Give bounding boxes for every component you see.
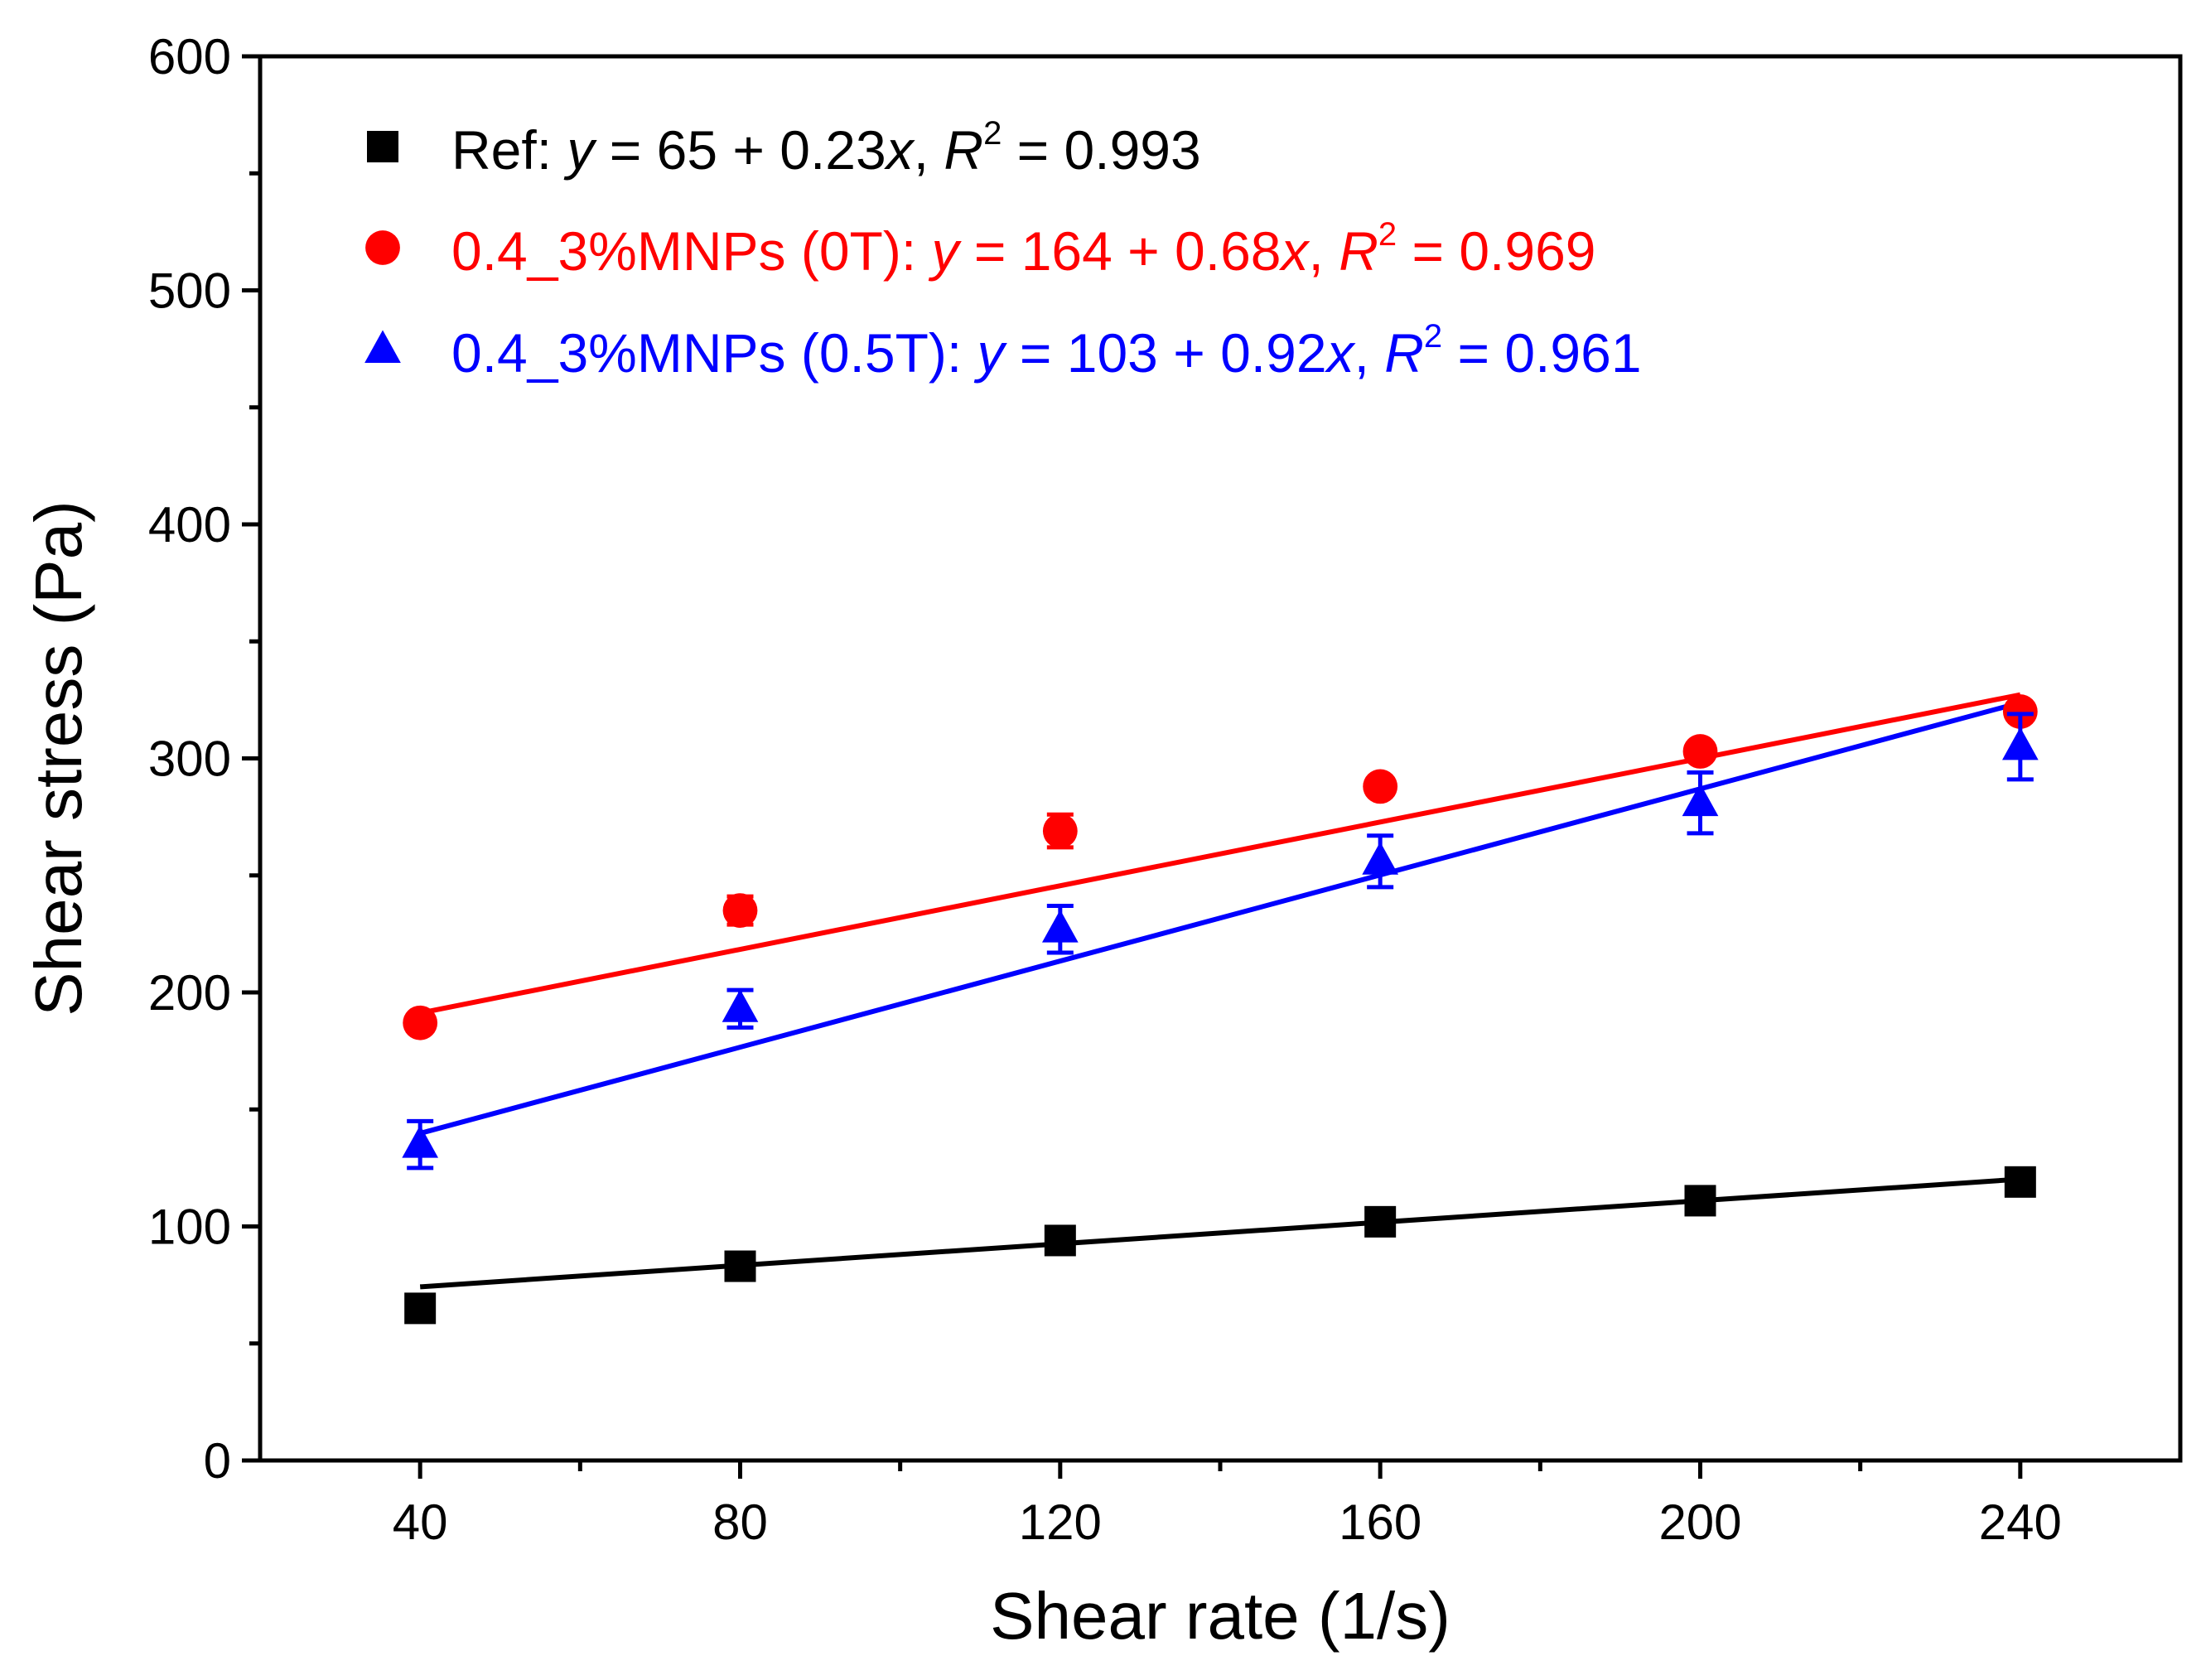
x-tick-label: 80 [712, 1494, 768, 1550]
square-marker [1044, 1224, 1076, 1257]
legend-r-value: = 0.969 [1397, 220, 1595, 282]
y-tick-label: 600 [148, 29, 231, 84]
legend-label: Ref: [451, 119, 567, 181]
legend: Ref: y = 65 + 0.23x, R2 = 0.9930.4_3%MNP… [364, 115, 1642, 384]
x-tick-label: 200 [1658, 1494, 1741, 1550]
y-axis-title: Shear stress (Pa) [22, 500, 95, 1016]
legend-eq-y: y [563, 119, 597, 181]
legend-eq-comma: , [1309, 220, 1339, 282]
circle-marker [365, 230, 400, 265]
circle-marker [1682, 734, 1718, 769]
triangle-marker [1682, 783, 1719, 817]
circle-marker [1042, 813, 1078, 848]
legend-r-sup: 2 [983, 115, 1002, 152]
y-tick-label: 0 [204, 1433, 231, 1489]
x-tick-label: 160 [1339, 1494, 1421, 1550]
square-marker [367, 131, 398, 162]
circle-marker [2002, 694, 2038, 729]
legend-label: 0.4_3%MNPs (0T): [451, 220, 932, 282]
y-tick-label: 100 [148, 1200, 231, 1255]
fit-line [419, 1176, 2021, 1290]
legend-r: R [1384, 322, 1424, 384]
triangle-marker [2001, 727, 2039, 760]
legend-r-value: = 0.961 [1442, 322, 1641, 384]
square-marker [724, 1250, 756, 1282]
legend-eq-x: x [1325, 322, 1356, 384]
x-axis-title: Shear rate (1/s) [990, 1579, 1450, 1653]
legend-r-sup: 2 [1424, 318, 1442, 355]
fit-line [419, 692, 2021, 1016]
legend-eq-mid: = 65 + 0.23 [594, 119, 886, 181]
axes: 40 80 120 160 200 240 0 100 200 300 400 500 600 [148, 29, 2183, 1550]
square-marker [1364, 1205, 1397, 1238]
triangle-marker [1041, 910, 1079, 943]
square-marker [404, 1292, 437, 1325]
y-tick-label: 300 [148, 731, 231, 787]
legend-eq-y: y [974, 322, 1008, 384]
circle-marker [1363, 769, 1398, 804]
legend-entry: 0.4_3%MNPs (0T): y = 164 + 0.68x, R2 = 0… [451, 216, 1596, 282]
x-tick-label: 240 [1979, 1494, 2062, 1550]
triangle-marker [1362, 842, 1399, 875]
legend-eq-comma: , [1354, 322, 1385, 384]
legend-eq-x: x [1279, 220, 1310, 282]
legend-r: R [944, 119, 983, 181]
legend-r-value: = 0.993 [1002, 119, 1200, 181]
data-points [402, 694, 2039, 1325]
legend-eq-x: x [884, 119, 915, 181]
triangle-marker [364, 330, 401, 363]
y-tick-label: 200 [148, 965, 231, 1021]
fit-line [419, 700, 2021, 1136]
legend-eq-y: y [929, 220, 963, 282]
triangle-marker [722, 989, 759, 1022]
legend-r-sup: 2 [1378, 216, 1397, 253]
legend-eq-mid: = 164 + 0.68 [959, 220, 1282, 282]
legend-r: R [1339, 220, 1378, 282]
square-marker [1684, 1185, 1716, 1217]
y-tick-label: 400 [148, 497, 231, 553]
fit-lines [419, 692, 2021, 1290]
x-tick-label: 40 [393, 1494, 448, 1550]
legend-entry: 0.4_3%MNPs (0.5T): y = 103 + 0.92x, R2 =… [451, 318, 1642, 384]
y-tick-label: 500 [148, 263, 231, 319]
triangle-marker [402, 1125, 439, 1158]
legend-eq-mid: = 103 + 0.92 [1005, 322, 1327, 384]
legend-label: 0.4_3%MNPs (0.5T): [451, 322, 977, 384]
circle-marker [722, 893, 758, 929]
circle-marker [403, 1005, 438, 1040]
x-tick-label: 120 [1019, 1494, 1102, 1550]
legend-eq-comma: , [914, 119, 944, 181]
square-marker [2004, 1166, 2036, 1198]
legend-entry: Ref: y = 65 + 0.23x, R2 = 0.993 [451, 115, 1201, 181]
